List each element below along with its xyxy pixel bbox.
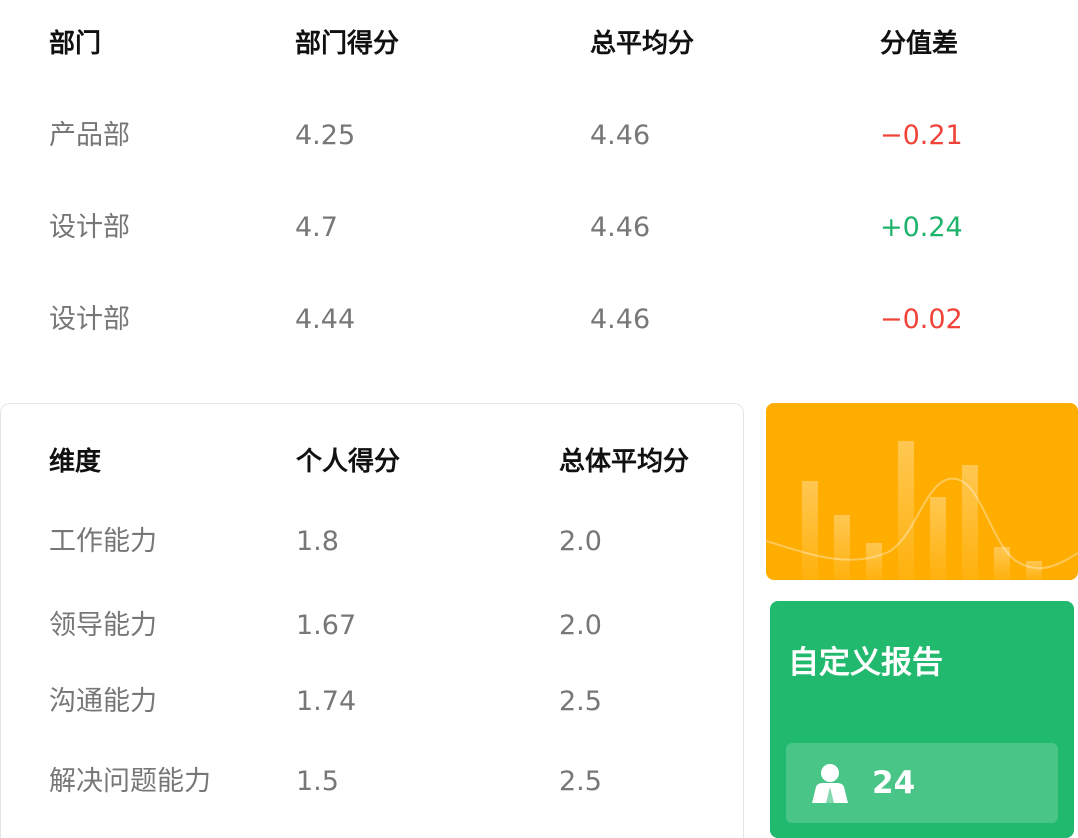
custom-report-card[interactable]: 自定义报告 24	[770, 601, 1074, 838]
header-score-difference: 分值差	[880, 29, 959, 59]
overall-average: 2.5	[559, 686, 602, 717]
table-row: 沟通能力 1.74 2.5	[1, 674, 743, 730]
chart-report-card[interactable]	[766, 403, 1078, 580]
table-row: 工作能力 1.8 2.0	[1, 514, 743, 570]
overall-average: 4.46	[590, 120, 651, 151]
decor-curve	[766, 477, 1078, 570]
report-count-badge: 24	[786, 743, 1058, 823]
decor-bar	[1026, 561, 1042, 580]
dimension-name: 沟通能力	[49, 686, 157, 717]
personal-score: 1.8	[296, 526, 339, 557]
header-department: 部门	[49, 29, 102, 59]
department-score: 4.25	[295, 120, 356, 151]
overall-average: 2.5	[559, 766, 602, 797]
score-difference: −0.02	[880, 304, 963, 335]
score-difference: −0.21	[880, 120, 963, 151]
personal-score: 1.5	[296, 766, 339, 797]
decor-bar	[866, 543, 882, 580]
overall-average: 4.46	[590, 304, 651, 335]
person-icon	[812, 764, 848, 803]
bar-chart-decoration-icon	[766, 441, 1078, 580]
dimension-table-header: 维度 个人得分 总体平均分	[1, 434, 743, 490]
decor-bar	[994, 547, 1010, 580]
department-score: 4.44	[295, 304, 356, 335]
dimension-name: 解决问题能力	[49, 766, 211, 797]
table-row: 设计部 4.7 4.46 +0.24	[0, 198, 1078, 258]
header-dimension: 维度	[49, 447, 102, 477]
overall-average: 2.0	[559, 526, 602, 557]
header-overall-average: 总平均分	[590, 29, 695, 59]
header-department-score: 部门得分	[295, 29, 400, 59]
department-name: 设计部	[49, 304, 130, 335]
decor-bar	[802, 481, 818, 580]
department-name: 设计部	[49, 212, 130, 243]
score-difference: +0.24	[880, 212, 963, 243]
department-score: 4.7	[295, 212, 338, 243]
overall-average: 2.0	[559, 610, 602, 641]
dimension-score-card: 维度 个人得分 总体平均分 工作能力 1.8 2.0 领导能力 1.67 2.0…	[0, 403, 744, 838]
header-personal-score: 个人得分	[296, 447, 401, 477]
department-name: 产品部	[49, 120, 130, 151]
header-overall-average: 总体平均分	[559, 447, 690, 477]
personal-score: 1.67	[296, 610, 357, 641]
decor-bar	[834, 515, 850, 580]
table-row: 领导能力 1.67 2.0	[1, 598, 743, 654]
custom-report-title: 自定义报告	[788, 645, 943, 681]
personal-score: 1.74	[296, 686, 357, 717]
overall-average: 4.46	[590, 212, 651, 243]
dimension-name: 工作能力	[49, 526, 157, 557]
table-row: 设计部 4.44 4.46 −0.02	[0, 290, 1078, 350]
decor-bar	[962, 465, 978, 580]
department-table-header: 部门 部门得分 总平均分 分值差	[0, 14, 1078, 74]
department-score-table: 部门 部门得分 总平均分 分值差 产品部 4.25 4.46 −0.21 设计部…	[0, 0, 1078, 380]
decor-bar	[898, 441, 914, 580]
table-row: 产品部 4.25 4.46 −0.21	[0, 106, 1078, 166]
dimension-name: 领导能力	[49, 610, 157, 641]
table-row: 解决问题能力 1.5 2.5	[1, 754, 743, 810]
report-count: 24	[872, 765, 916, 801]
decor-bar	[930, 497, 946, 580]
